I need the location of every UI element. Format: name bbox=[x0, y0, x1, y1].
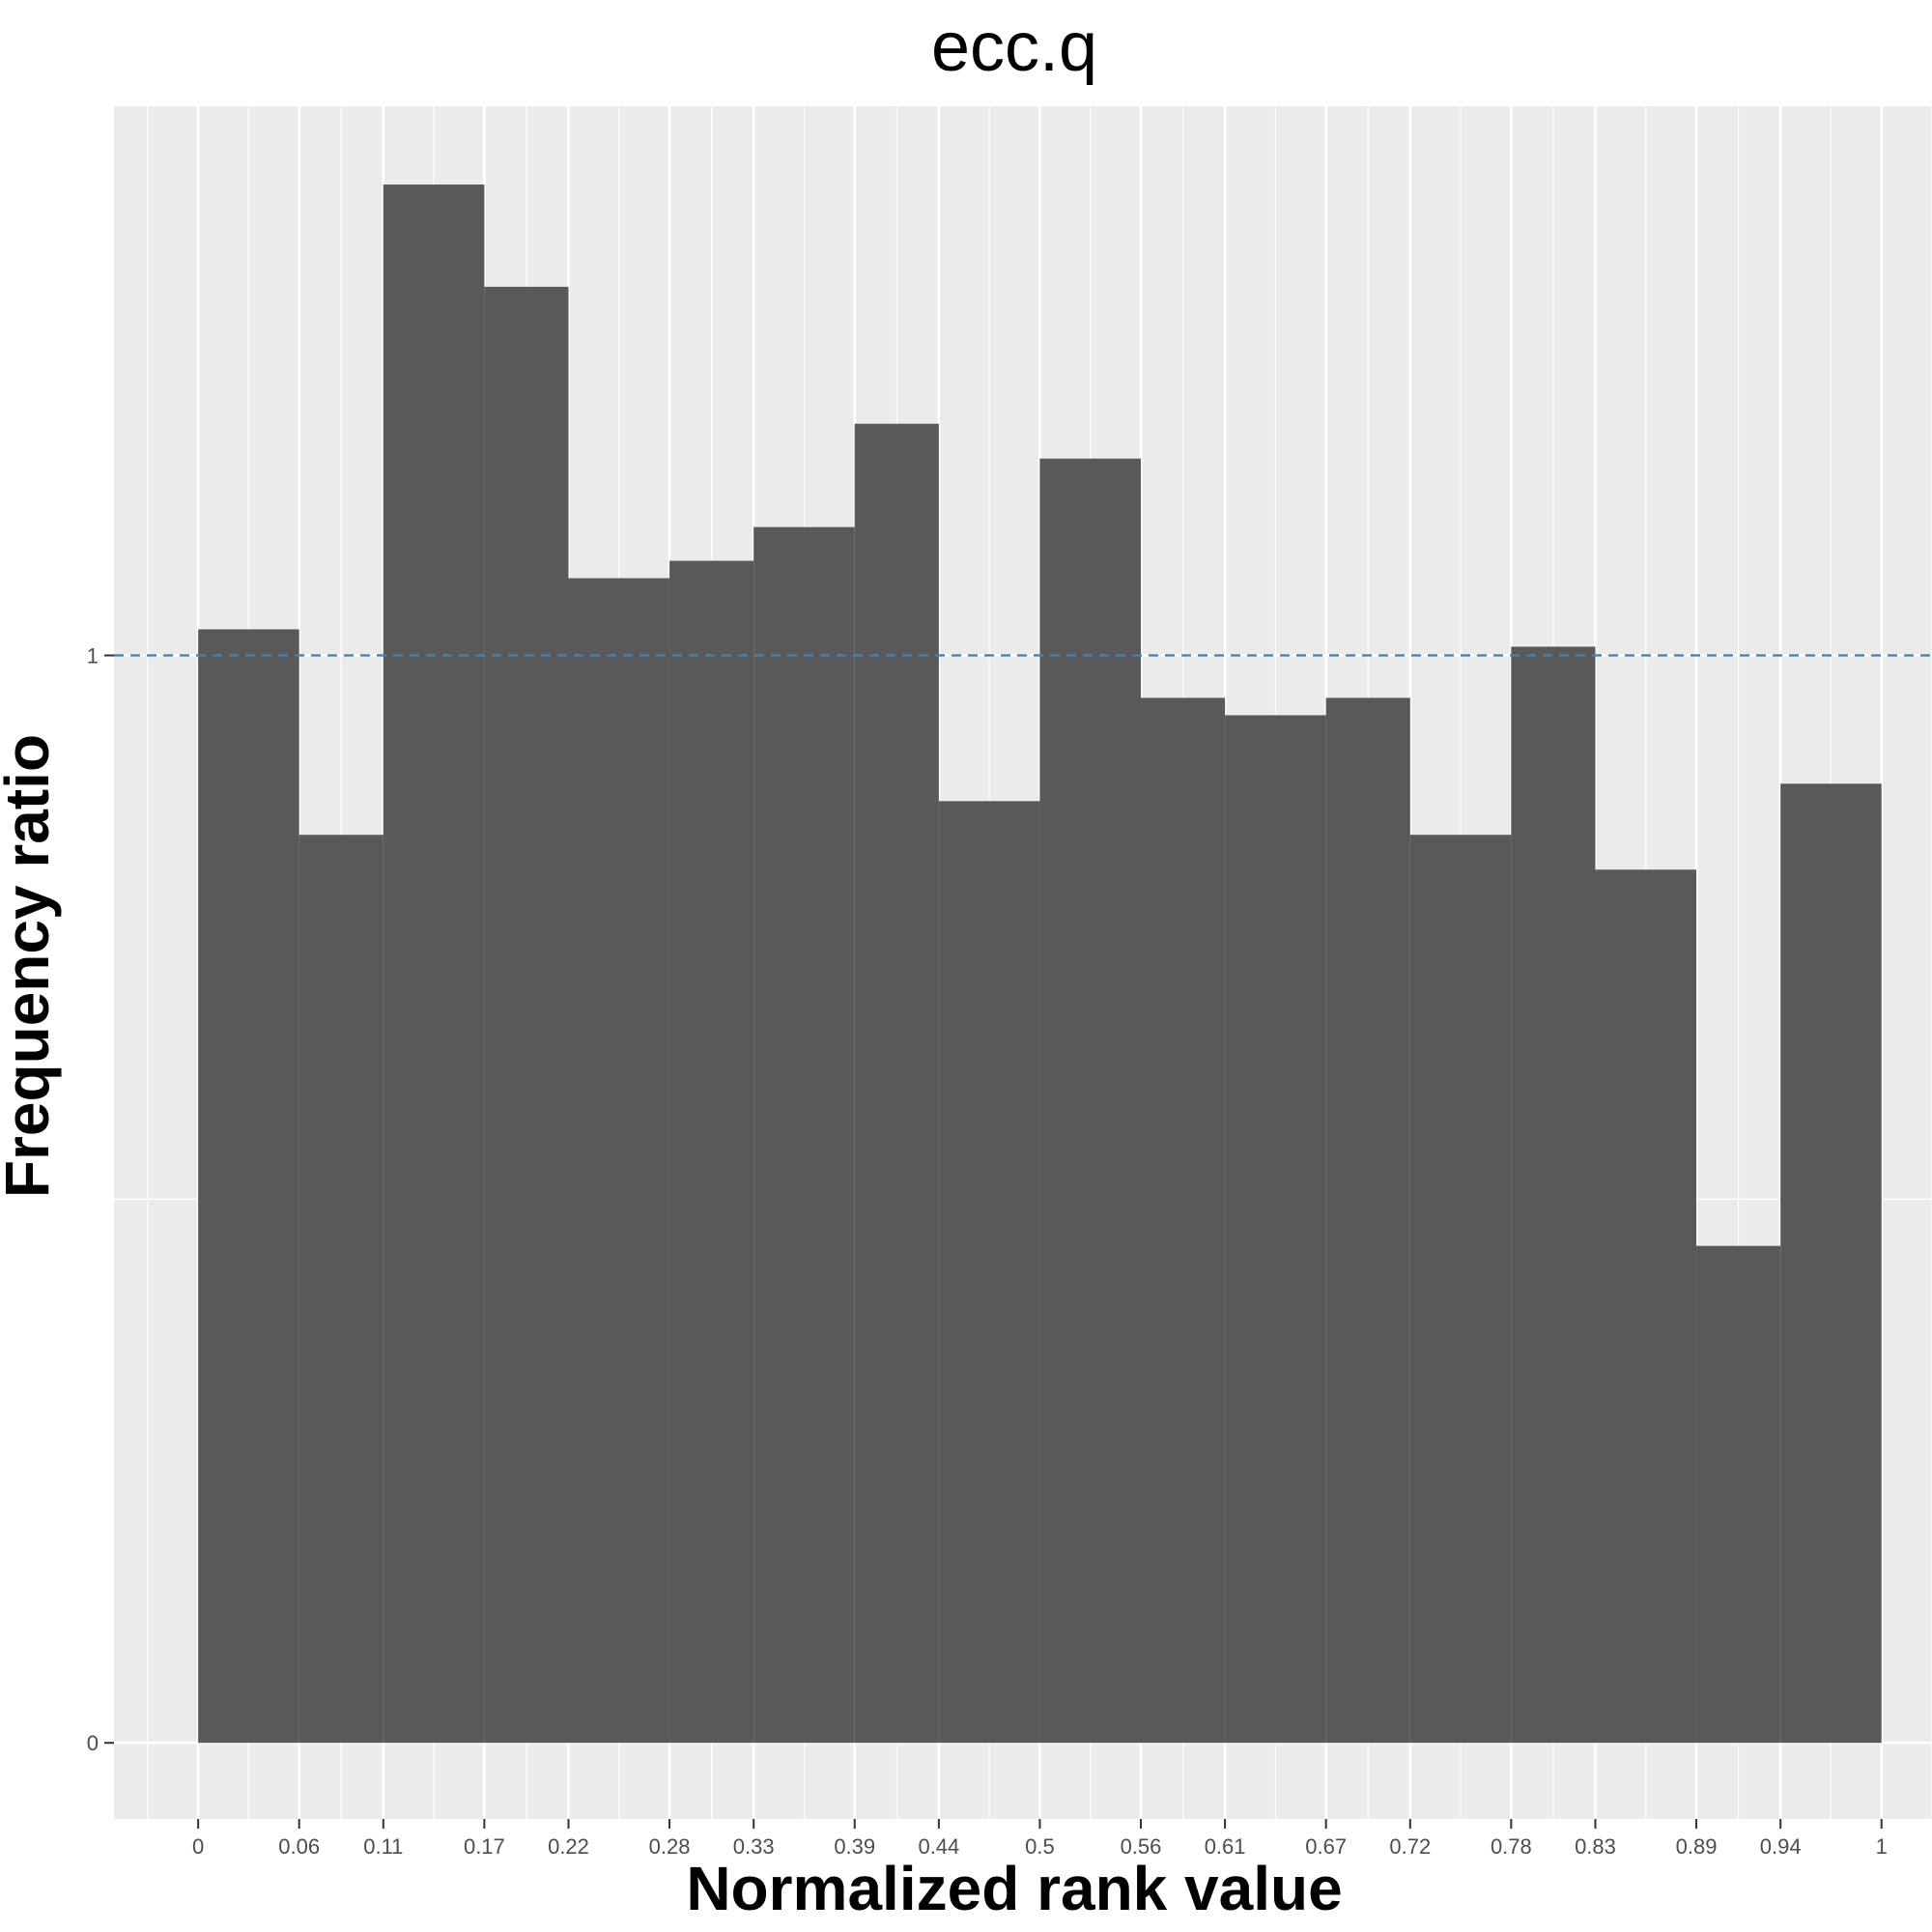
x-tick-label: 0.5 bbox=[1025, 1834, 1055, 1859]
histogram-bar bbox=[1325, 697, 1410, 1744]
x-tick-label: 0.22 bbox=[548, 1834, 589, 1859]
x-tick-label: 0.72 bbox=[1389, 1834, 1431, 1859]
x-tick-label: 0.61 bbox=[1205, 1834, 1246, 1859]
histogram-bar bbox=[1511, 646, 1596, 1744]
histogram-bar bbox=[669, 560, 754, 1744]
histogram-bar bbox=[1696, 1245, 1781, 1744]
histogram-bar bbox=[484, 286, 569, 1744]
histogram-bar bbox=[1595, 869, 1697, 1744]
histogram-bar bbox=[383, 185, 485, 1744]
x-tick-label: 0.94 bbox=[1760, 1834, 1802, 1859]
x-tick-label: 0.11 bbox=[363, 1834, 403, 1859]
x-tick-label: 0.67 bbox=[1305, 1834, 1347, 1859]
x-tick-label: 0.33 bbox=[733, 1834, 775, 1859]
histogram-bar bbox=[1225, 715, 1326, 1744]
x-tick-label: 0.89 bbox=[1676, 1834, 1718, 1859]
x-axis-label: Normalized rank value bbox=[686, 1854, 1343, 1923]
chart-title: ecc.q bbox=[930, 9, 1098, 86]
histogram-bar bbox=[568, 578, 670, 1744]
x-tick-label: 0.44 bbox=[918, 1834, 959, 1859]
y-axis: 01 bbox=[87, 643, 114, 1755]
y-tick-label: 0 bbox=[87, 1731, 99, 1755]
histogram-bar bbox=[298, 835, 384, 1744]
x-axis: 0 0.06 0.11 0.17 0.22 0.28 0.33 0.39 0.44 0.5 0.56… bbox=[192, 1819, 1888, 1859]
histogram-bar bbox=[198, 629, 299, 1744]
x-tick-label: 0.28 bbox=[649, 1834, 691, 1859]
x-tick-label: 0.56 bbox=[1121, 1834, 1162, 1859]
x-tick-label: 0.06 bbox=[278, 1834, 320, 1859]
histogram-bar bbox=[753, 526, 855, 1744]
histogram-bar bbox=[1140, 697, 1226, 1744]
histogram-bar bbox=[1409, 835, 1512, 1744]
x-tick-label: 0.83 bbox=[1575, 1834, 1616, 1859]
histogram-bar bbox=[854, 423, 939, 1744]
histogram-bar bbox=[938, 801, 1040, 1744]
y-axis-label: Frequency ratio bbox=[0, 733, 62, 1199]
x-tick-label: 0 bbox=[192, 1834, 204, 1859]
bars bbox=[198, 185, 1882, 1744]
histogram-bar bbox=[1039, 458, 1141, 1744]
x-tick-label: 0.78 bbox=[1491, 1834, 1532, 1859]
y-tick-label: 1 bbox=[87, 643, 99, 668]
x-tick-label: 0.39 bbox=[834, 1834, 875, 1859]
x-tick-label: 0.17 bbox=[464, 1834, 505, 1859]
x-tick-label: 1 bbox=[1876, 1834, 1888, 1859]
histogram-bar bbox=[1780, 783, 1882, 1744]
